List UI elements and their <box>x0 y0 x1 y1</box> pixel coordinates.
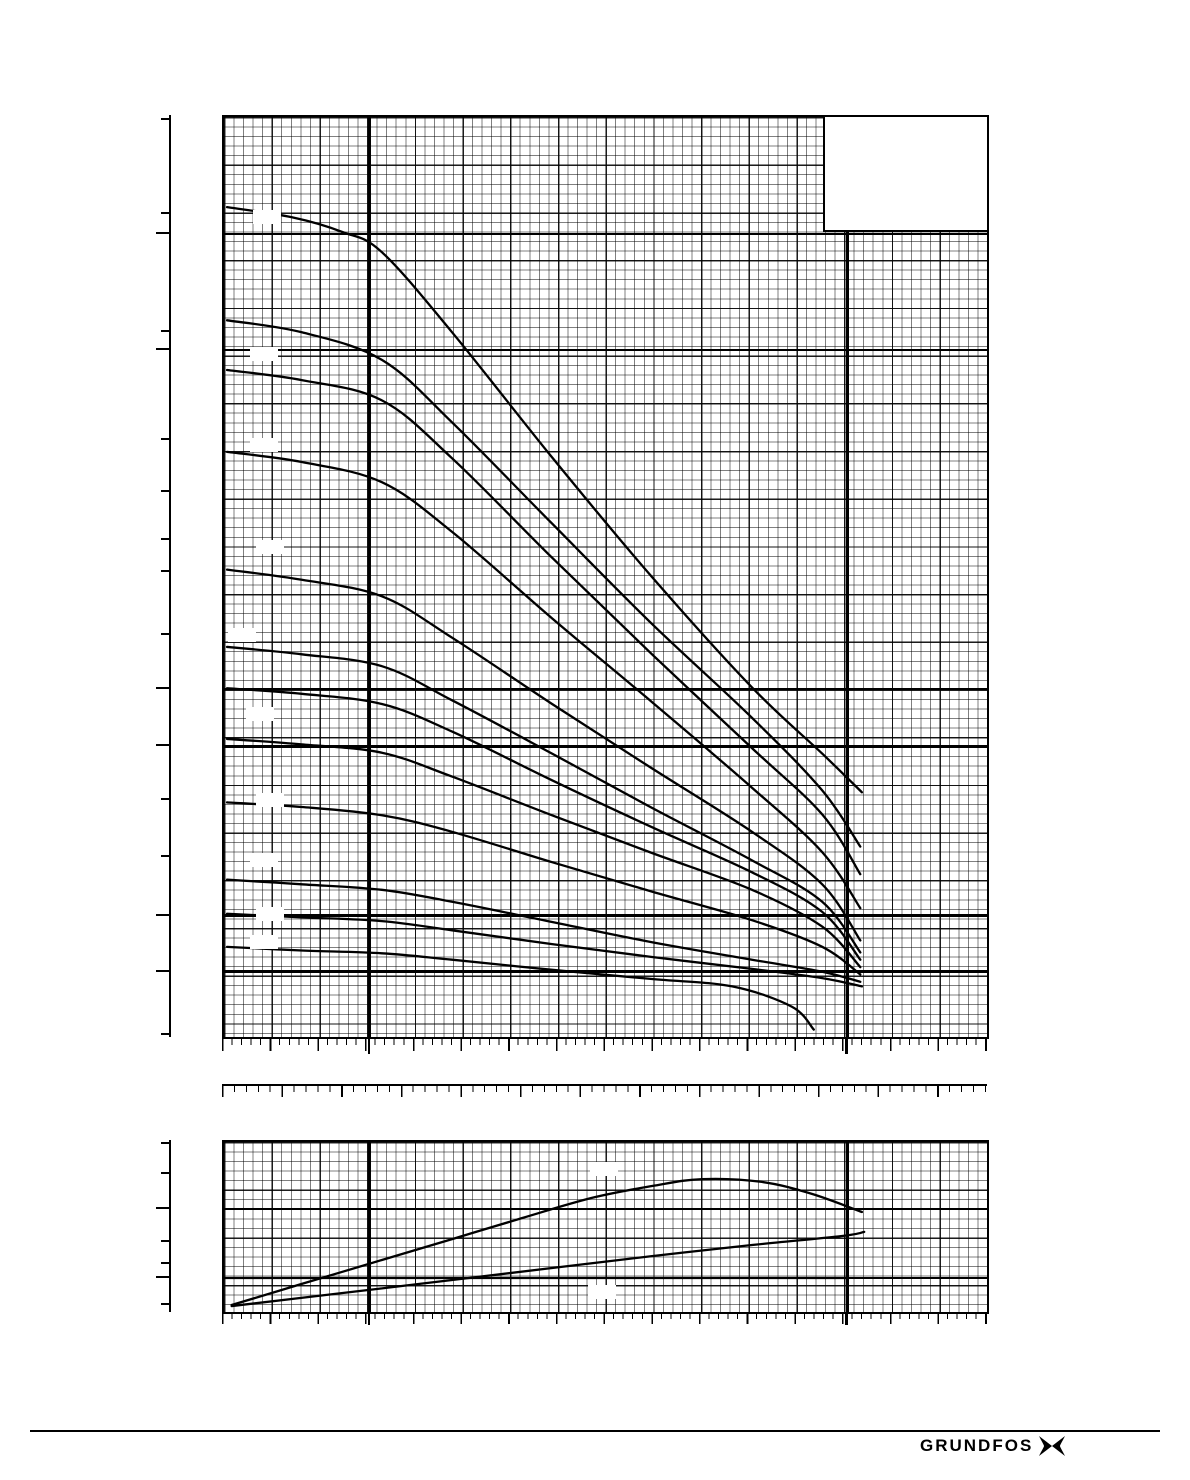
qh-chart-x-axis-major-ticks <box>222 1037 987 1051</box>
power-chart-x-axis-major-ticks <box>222 1312 987 1324</box>
qh-x-axis-major-tick <box>367 1037 371 1054</box>
curve-label <box>249 347 278 362</box>
grundfos-wordmark: GRUNDFOS <box>920 1436 1034 1455</box>
curve-6 <box>225 645 862 954</box>
power-y-axis-tick <box>161 1172 170 1175</box>
power-y-axis-tick <box>156 1276 170 1278</box>
qh-y-axis-tick <box>161 570 170 573</box>
curve-11 <box>225 912 864 988</box>
power-chart-plot-area <box>222 1140 989 1314</box>
major-gridline-horizontal <box>224 1207 987 1211</box>
curve-label <box>255 906 284 921</box>
qh-y-axis-tick <box>156 231 170 234</box>
curve-label <box>589 1162 618 1177</box>
qh-y-axis-tick <box>156 913 170 916</box>
power-y-axis-tick <box>161 1303 170 1306</box>
curve-3 <box>225 368 862 876</box>
curve-label <box>249 935 278 950</box>
curve-label <box>228 627 257 642</box>
curve-label <box>252 210 281 225</box>
curve-label <box>245 707 274 722</box>
grundfos-logo-icon <box>1039 1436 1066 1456</box>
major-gridline-horizontal <box>224 970 987 973</box>
qh-chart-y-axis <box>169 115 171 1037</box>
major-gridline-horizontal <box>224 914 987 917</box>
pump-head-curves-curves <box>225 206 864 1031</box>
footer-rule <box>30 1430 1160 1432</box>
curve-2 <box>225 319 862 848</box>
major-gridline-vertical <box>846 117 849 1037</box>
power-npsh-curves-curves <box>224 1177 866 1308</box>
curve-9 <box>225 801 862 976</box>
legend-box <box>823 117 987 232</box>
power-y-axis-tick <box>161 1240 170 1243</box>
flow-scale-ruler-line <box>222 1084 987 1086</box>
major-gridline-horizontal <box>224 232 987 236</box>
major-gridline-horizontal <box>224 745 987 748</box>
qh-y-axis-tick <box>161 854 170 857</box>
major-gridline-horizontal <box>224 348 987 351</box>
curve-label <box>587 1284 616 1299</box>
qh-y-axis-tick <box>161 490 170 493</box>
curve-1 <box>225 206 864 794</box>
qh-y-axis-tick <box>161 437 170 440</box>
curve-label <box>249 853 278 868</box>
major-gridline-horizontal <box>224 687 987 691</box>
qh-y-axis-tick <box>161 1033 170 1036</box>
curve-label <box>255 539 284 554</box>
major-gridline-vertical <box>368 1142 371 1312</box>
power-x-axis-major-tick <box>367 1312 371 1325</box>
power-x-axis-major-tick <box>845 1312 848 1325</box>
qh-y-axis-tick <box>156 687 170 690</box>
curve-8 <box>225 737 862 969</box>
qh-y-axis-tick <box>161 797 170 800</box>
qh-y-axis-tick <box>156 347 170 350</box>
major-gridline-vertical <box>368 117 371 1037</box>
power-y-axis-tick <box>161 1142 170 1145</box>
power-curve-upper <box>230 1177 864 1307</box>
major-gridline-vertical <box>846 1142 849 1312</box>
power-chart-y-axis <box>169 1140 171 1312</box>
power-y-axis-tick <box>156 1206 170 1209</box>
qh-y-axis-tick <box>161 117 170 120</box>
flow-scale-ruler-major-ticks <box>222 1086 987 1097</box>
curve-label <box>249 438 278 453</box>
qh-y-axis-tick <box>161 632 170 635</box>
qh-chart-plot-area <box>222 115 989 1039</box>
curve-label <box>255 792 284 807</box>
qh-y-axis-tick <box>156 969 170 972</box>
curve-4 <box>225 450 862 910</box>
curve-12 <box>225 945 815 1031</box>
power-curve-lower <box>230 1230 866 1308</box>
curve-10 <box>225 878 862 983</box>
qh-y-axis-tick <box>161 538 170 541</box>
power-y-axis-tick <box>161 1262 170 1265</box>
curve-5 <box>225 568 862 942</box>
qh-y-axis-tick <box>156 744 170 747</box>
grundfos-logo: GRUNDFOS <box>920 1436 1066 1456</box>
qh-y-axis-tick <box>161 330 170 333</box>
qh-y-axis-tick <box>161 211 170 214</box>
curve-7 <box>225 687 862 961</box>
qh-x-axis-major-tick <box>845 1037 848 1054</box>
